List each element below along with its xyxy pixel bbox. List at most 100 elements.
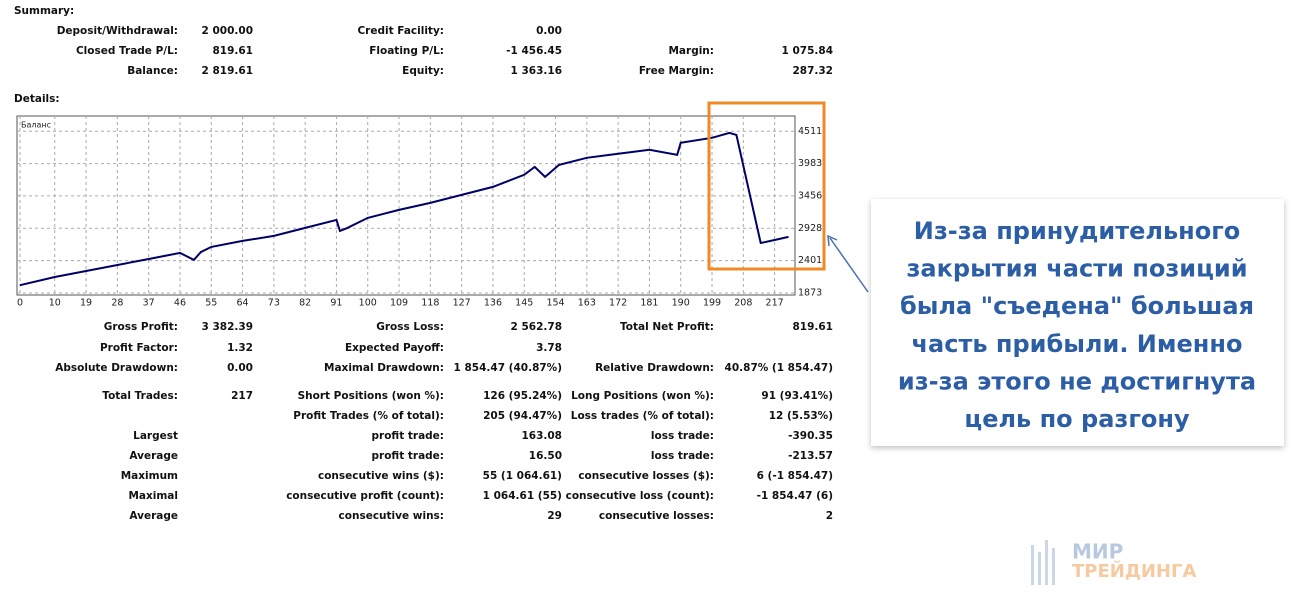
x-tick-label: 0	[17, 298, 23, 309]
x-tick-label: 91	[330, 298, 342, 309]
callout-arrow	[829, 237, 869, 293]
y-tick-label: 3456	[798, 190, 822, 201]
field-value: 0.00	[536, 25, 562, 37]
y-tick-label: 4511	[798, 126, 822, 137]
callout-line: Из-за принудительного	[914, 217, 1241, 245]
field-label: consecutive losses ($):	[578, 470, 714, 482]
field-value: 1 075.84	[782, 45, 833, 57]
field-label: Average	[129, 510, 178, 522]
y-tick-label: 1873	[798, 287, 822, 298]
callout-line: из-за этого не достигнута	[898, 367, 1256, 395]
field-label: Gross Loss:	[376, 321, 444, 333]
highlight-box	[707, 101, 826, 271]
field-label: Closed Trade P/L:	[76, 45, 178, 57]
field-label: consecutive profit (count):	[286, 490, 444, 502]
field-label: consecutive wins:	[339, 510, 444, 522]
legend-label: Баланс	[21, 121, 51, 130]
y-tick-label: 3983	[798, 158, 822, 169]
field-value: 819.61	[792, 321, 833, 333]
field-label: profit trade:	[372, 430, 445, 442]
x-tick-label: 154	[546, 298, 564, 309]
field-label: Free Margin:	[639, 65, 714, 77]
field-value: 1 363.16	[511, 65, 562, 77]
field-value: 55 (1 064.61)	[483, 470, 562, 482]
field-value: -1 854.47 (6)	[757, 490, 833, 502]
logo-icon	[1052, 548, 1055, 585]
x-tick-label: 199	[703, 298, 721, 309]
field-label: Loss trades (% of total):	[571, 410, 714, 422]
x-tick-label: 118	[421, 298, 439, 309]
field-label: Deposit/Withdrawal:	[57, 25, 178, 37]
field-value: 6 (-1 854.47)	[757, 470, 833, 482]
field-value: 2 562.78	[511, 321, 562, 333]
field-value: -213.57	[788, 450, 833, 462]
field-value: 1 064.61 (55)	[483, 490, 562, 502]
x-tick-label: 136	[484, 298, 502, 309]
x-tick-label: 127	[453, 298, 471, 309]
x-tick-label: 55	[205, 298, 217, 309]
field-value: 40.87% (1 854.47)	[725, 362, 833, 374]
logo-icon	[1038, 552, 1041, 585]
field-value: 1.32	[227, 342, 253, 354]
field-label: Maximum	[121, 470, 178, 482]
x-tick-label: 181	[640, 298, 658, 309]
y-tick-label: 2401	[798, 255, 822, 266]
field-value: 3 382.39	[202, 321, 253, 333]
field-label: Total Net Profit:	[620, 321, 714, 333]
field-label: Maximal	[128, 490, 178, 502]
balance-chart: 1873 2401 2928 3456 3983 4511 0 10 19 28 37 46 55 64 7…	[17, 116, 822, 309]
callout-line: часть прибыли. Именно	[912, 330, 1243, 358]
y-tick-label: 2928	[798, 223, 822, 234]
x-tick-label: 73	[268, 298, 280, 309]
field-value: 12 (5.53%)	[769, 410, 833, 422]
field-value: 3.78	[536, 342, 562, 354]
field-label: Relative Drawdown:	[595, 362, 714, 374]
field-label: loss trade:	[651, 430, 714, 442]
logo-icon	[1031, 545, 1034, 585]
x-tick-label: 217	[766, 298, 784, 309]
field-value: 126 (95.24%)	[483, 390, 562, 402]
callout-box	[871, 199, 1284, 446]
x-tick-label: 46	[174, 298, 186, 309]
field-value: 163.08	[521, 430, 562, 442]
logo-text: МИР	[1072, 540, 1123, 564]
callout-text: Из-за принудительного закрытия части пози…	[898, 217, 1256, 433]
field-label: Total Trades:	[102, 390, 178, 402]
summary-title: Summary:	[14, 5, 74, 17]
field-label: Equity:	[402, 65, 444, 77]
field-label: Credit Facility:	[357, 25, 444, 37]
arrow-head	[827, 234, 838, 247]
field-label: profit trade:	[372, 450, 445, 462]
balance-line	[19, 131, 789, 287]
field-value: 16.50	[529, 450, 562, 462]
field-label: Profit Factor:	[100, 342, 178, 354]
field-label: Profit Trades (% of total):	[293, 410, 444, 422]
field-label: loss trade:	[651, 450, 714, 462]
x-tick-label: 109	[390, 298, 408, 309]
logo: МИР ТРЕЙДИНГА	[1031, 540, 1196, 585]
x-tick-label: 172	[609, 298, 627, 309]
x-tick-label: 37	[143, 298, 155, 309]
x-tick-label: 19	[80, 298, 92, 309]
field-value: 0.00	[227, 362, 253, 374]
field-value: 1 854.47 (40.87%)	[454, 362, 562, 374]
field-label: Absolute Drawdown:	[55, 362, 178, 374]
field-value: 217	[231, 390, 253, 402]
field-value: 29	[547, 510, 562, 522]
field-label: consecutive losses:	[599, 510, 714, 522]
callout-line: цель по разгону	[964, 405, 1190, 433]
x-tick-label: 28	[111, 298, 123, 309]
field-value: 91 (93.41%)	[761, 390, 833, 402]
x-tick-label: 163	[578, 298, 596, 309]
details-title: Details:	[14, 93, 60, 105]
chart-frame	[16, 115, 796, 296]
field-label: Gross Profit:	[104, 321, 178, 333]
x-tick-label: 190	[672, 298, 690, 309]
field-value: 2 819.61	[202, 65, 253, 77]
field-label: Short Positions (won %):	[298, 390, 444, 402]
x-tick-label: 208	[734, 298, 752, 309]
field-label: Long Positions (won %):	[571, 390, 714, 402]
field-label: Largest	[133, 430, 178, 442]
field-label: consecutive loss (count):	[566, 490, 714, 502]
field-label: Average	[129, 450, 178, 462]
